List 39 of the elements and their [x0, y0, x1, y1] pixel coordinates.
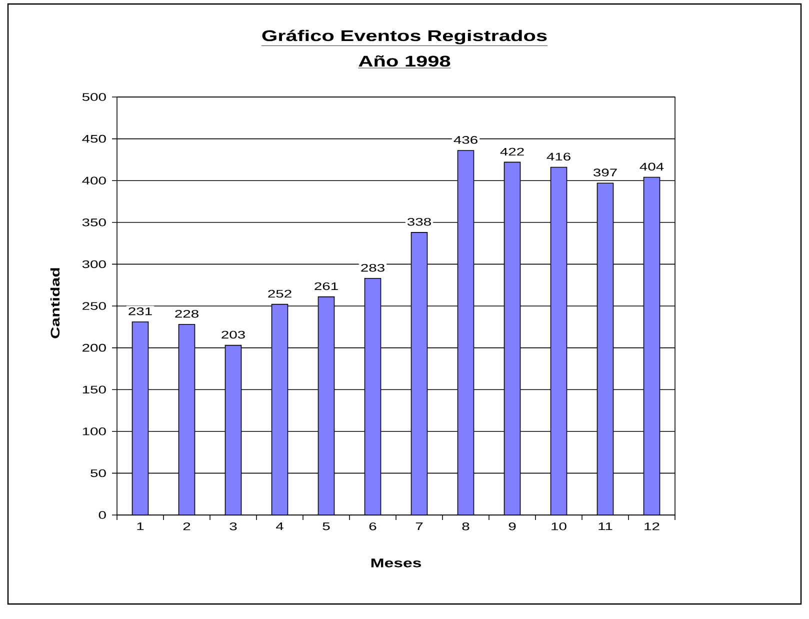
x-tick-label: 8	[462, 522, 470, 530]
y-tick-label: 350	[82, 218, 106, 226]
x-tick-label: 1	[137, 522, 144, 530]
y-tick-label: 200	[82, 344, 106, 352]
chart-title: Gráfico Eventos Registrados	[262, 30, 547, 44]
x-tick-label: 3	[230, 522, 237, 530]
y-tick-label: 150	[82, 386, 106, 394]
data-label: 422	[500, 148, 524, 156]
data-label: 261	[314, 282, 338, 290]
x-tick-label: 11	[598, 522, 612, 530]
x-tick-label: 7	[416, 522, 423, 530]
y-tick-label: 400	[82, 176, 106, 184]
data-label: 283	[361, 264, 384, 272]
data-label: 252	[268, 290, 292, 298]
x-tick-label: 12	[644, 522, 660, 530]
y-tick-label: 50	[90, 469, 106, 478]
y-tick-label: 500	[82, 93, 106, 101]
x-tick-label: 6	[369, 522, 376, 530]
y-tick-label: 450	[82, 134, 106, 143]
data-label: 436	[454, 136, 478, 144]
x-tick-label: 9	[508, 522, 516, 530]
x-tick-label: 4	[276, 522, 284, 530]
data-label: 231	[128, 307, 152, 316]
data-label: 228	[175, 310, 198, 318]
y-axis-title: Cantidad	[50, 268, 60, 338]
data-label: 338	[407, 218, 431, 226]
y-tick-label: 300	[82, 260, 106, 268]
data-label: 404	[640, 162, 664, 171]
y-tick-label: 0	[98, 511, 106, 519]
x-tick-label: 10	[552, 522, 566, 530]
data-label: 397	[593, 168, 617, 176]
y-tick-label: 250	[82, 302, 106, 310]
data-label: 416	[546, 152, 570, 161]
x-tick-label: 5	[322, 522, 330, 530]
x-axis-title: Meses	[371, 558, 422, 568]
chart-subtitle: Año 1998	[358, 55, 450, 67]
data-label: 203	[222, 330, 245, 339]
y-tick-label: 100	[82, 428, 106, 436]
x-tick-label: 2	[183, 522, 190, 530]
